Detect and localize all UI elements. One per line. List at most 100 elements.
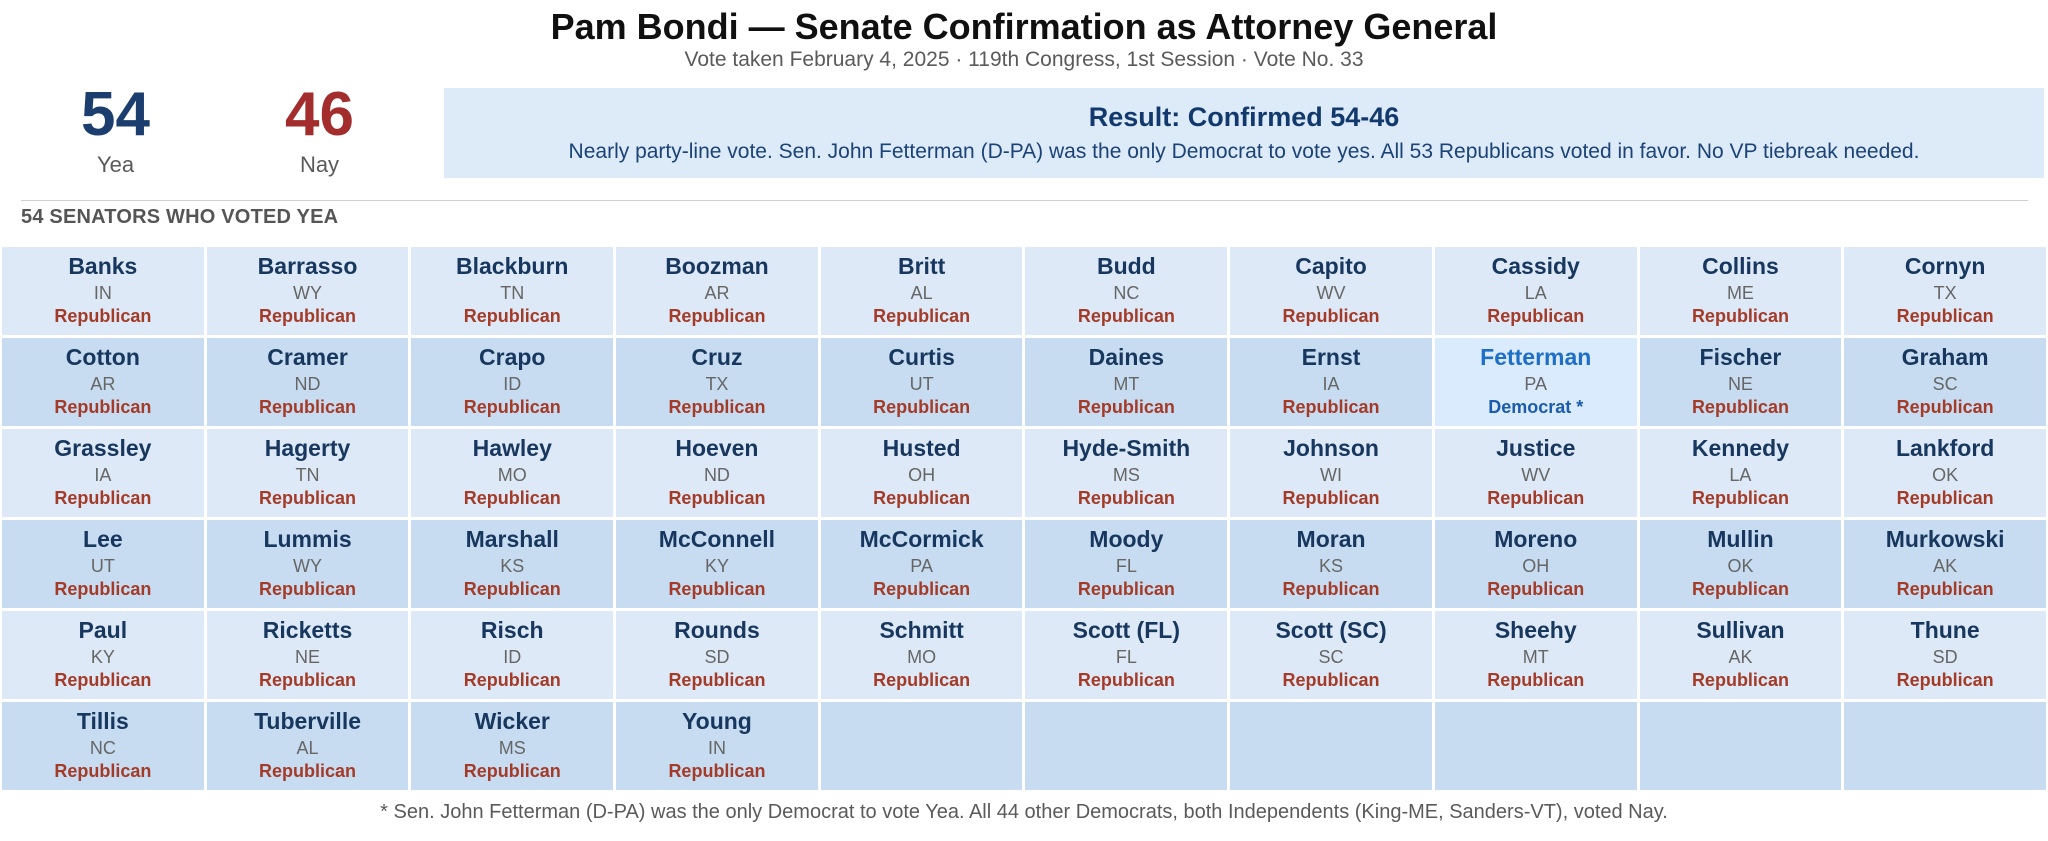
senator-state: TN [500,282,525,303]
senator-cell: Crapo ID Republican [411,338,614,426]
senator-cell: Cotton AR Republican [2,338,204,426]
senator-cell: Moreno OH Republican [1434,520,1637,608]
senator-name: Barrasso [257,253,358,280]
senator-party: Republican [1282,488,1380,509]
senator-cell: Fischer NE Republican [1639,338,1842,426]
senator-state: NE [1727,373,1753,394]
senator-state: MT [1113,373,1140,394]
senator-state: IA [94,464,112,485]
senator-party: Republican [463,579,561,600]
senator-cell: Scott (FL) FL Republican [1025,611,1228,699]
senator-party: Republican [54,488,152,509]
senator-party: Republican [1487,306,1585,327]
senator-state: LA [1524,282,1547,303]
senator-cell: Moran KS Republican [1230,520,1432,608]
senator-party: Republican [1691,488,1789,509]
senator-cell: Hyde-Smith MS Republican [1025,429,1228,517]
senator-cell: Rounds SD Republican [616,611,818,699]
senator-cell: Ernst IA Republican [1230,338,1432,426]
result-banner: Result: Confirmed 54-46 Nearly party-lin… [444,88,2044,178]
senator-cell: Mullin OK Republican [1639,520,1842,608]
senator-party: Republican [1077,579,1175,600]
vote-meta-subtitle: Vote taken February 4, 2025 · 119th Cong… [684,48,1364,72]
senator-cell: Schmitt MO Republican [820,611,1023,699]
page-title: Pam Bondi — Senate Confirmation as Attor… [550,6,1498,47]
senator-state: IN [93,282,112,303]
senator-state: SD [704,646,730,667]
senator-name: Crapo [479,344,546,371]
senator-state: AK [1933,555,1958,576]
senator-state: PA [1524,373,1548,394]
senator-name: Collins [1702,253,1779,280]
yea-tally: 54 Yea [28,84,203,178]
yea-label: Yea [96,152,135,177]
senator-cell: Blackburn TN Republican [411,247,614,335]
senator-party: Republican [1691,306,1789,327]
senator-cell: Budd NC Republican [1025,247,1228,335]
senator-cell: Cassidy LA Republican [1434,247,1637,335]
yea-count: 54 [81,80,150,149]
empty-cell [1230,702,1432,790]
senator-name: Schmitt [879,617,964,644]
nay-tally: 46 Nay [232,84,407,178]
senator-name: Murkowski [1885,526,2005,553]
footnote: * Sen. John Fetterman (D-PA) was the onl… [380,801,1668,823]
senator-cell: Justice WV Republican [1434,429,1637,517]
senator-state: TX [1933,282,1957,303]
senator-party: Republican [259,761,357,782]
senator-name: Husted [882,435,961,462]
senator-name: Boozman [665,253,769,280]
senator-cell: Britt AL Republican [820,247,1023,335]
senator-cell: Daines MT Republican [1025,338,1228,426]
senator-cell: McCormick PA Republican [820,520,1023,608]
senator-party: Republican [668,397,766,418]
senator-cell: Banks IN Republican [2,247,204,335]
senator-state: MS [1112,464,1140,485]
senator-party: Republican [1691,397,1789,418]
senator-party: Republican [1896,397,1994,418]
senator-name: Risch [480,617,544,644]
senator-state: WY [293,555,323,576]
senator-cell: Hawley MO Republican [411,429,614,517]
senator-cell: Boozman AR Republican [616,247,818,335]
senator-name: Young [682,708,752,735]
senator-name: Moreno [1494,526,1578,553]
senator-state: OH [1522,555,1550,576]
senator-name: Rounds [674,617,760,644]
senator-name: Daines [1088,344,1165,371]
senator-party: Republican [1896,488,1994,509]
senator-state: NC [1113,282,1140,303]
senator-cell: Thune SD Republican [1844,611,2046,699]
senator-name: Blackburn [456,253,569,280]
senator-party: Republican [668,579,766,600]
senator-state: SC [1318,646,1344,667]
senator-name: Lummis [263,526,352,553]
senator-party: Republican [873,579,971,600]
empty-cell [820,702,1023,790]
nay-count: 46 [285,80,354,149]
senator-cell: Moody FL Republican [1025,520,1228,608]
senator-state: FL [1115,646,1137,667]
senator-state: TX [705,373,729,394]
senator-state: WV [1521,464,1551,485]
senator-state: OK [1932,464,1959,485]
senator-party: Republican [463,397,561,418]
senator-party: Republican [463,761,561,782]
senator-party: Republican [668,670,766,691]
senator-party: Republican [54,761,152,782]
senator-party: Republican [259,579,357,600]
senator-name: Lee [83,526,123,553]
senator-name: Lankford [1895,435,1995,462]
senator-state: LA [1729,464,1752,485]
senator-name: Mullin [1707,526,1774,553]
senator-name: Graham [1901,344,1989,371]
senator-party: Republican [259,488,357,509]
senator-party: Republican [1487,488,1585,509]
senator-state: ID [503,373,522,394]
senator-state: AL [296,737,319,758]
senator-party: Republican [873,306,971,327]
senator-state: KY [704,555,729,576]
senator-state: KY [90,646,115,667]
senator-name: Johnson [1283,435,1379,462]
senator-state: IN [707,737,726,758]
